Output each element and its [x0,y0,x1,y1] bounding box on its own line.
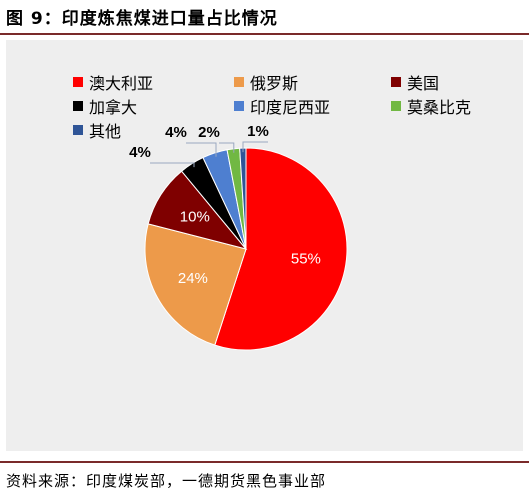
legend-swatch-6 [73,125,83,135]
legend-item-1: 俄罗斯 [234,70,298,94]
pie-slice-1 [144,223,247,346]
slice-label-4: 4% [165,124,187,141]
source-note: 资料来源：印度煤炭部，一德期货黑色事业部 [6,472,327,490]
figure-title: 图 9：印度炼焦煤进口量占比情况 [6,9,278,29]
legend-swatch-5 [391,101,401,111]
slice-label-5: 2% [198,124,220,141]
legend-swatch-2 [391,77,401,87]
leader-line-6 [242,141,268,153]
slice-label-3: 4% [129,144,151,161]
legend-swatch-4 [234,101,244,111]
legend-label-1: 俄罗斯 [250,74,299,93]
leader-line-5 [219,142,235,153]
legend-label-5: 莫桑比克 [407,98,472,117]
legend-label-3: 加拿大 [89,98,138,117]
legend-label-0: 澳大利亚 [89,74,154,93]
legend-swatch-0 [73,77,83,87]
legend-label-2: 美国 [407,74,440,93]
slice-label-6: 1% [247,123,269,140]
legend-label-4: 印度尼西亚 [250,98,331,117]
slice-label-2: 10% [180,209,210,226]
slice-label-0: 55% [291,251,321,268]
legend-item-4: 印度尼西亚 [234,94,330,118]
legend-item-0: 澳大利亚 [73,70,153,94]
source-rule [0,461,529,463]
leader-line-3 [150,162,195,168]
legend-label-6: 其他 [89,122,122,141]
legend-item-5: 莫桑比克 [391,94,471,118]
legend-item-3: 加拿大 [73,94,137,118]
legend-item-6: 其他 [73,118,121,142]
slice-label-1: 24% [178,270,208,287]
pie-slice-0 [214,147,348,351]
legend-swatch-1 [234,77,244,87]
title-rule [0,33,529,35]
legend-item-2: 美国 [391,70,439,94]
legend-swatch-3 [73,101,83,111]
leader-line-4 [186,142,217,157]
